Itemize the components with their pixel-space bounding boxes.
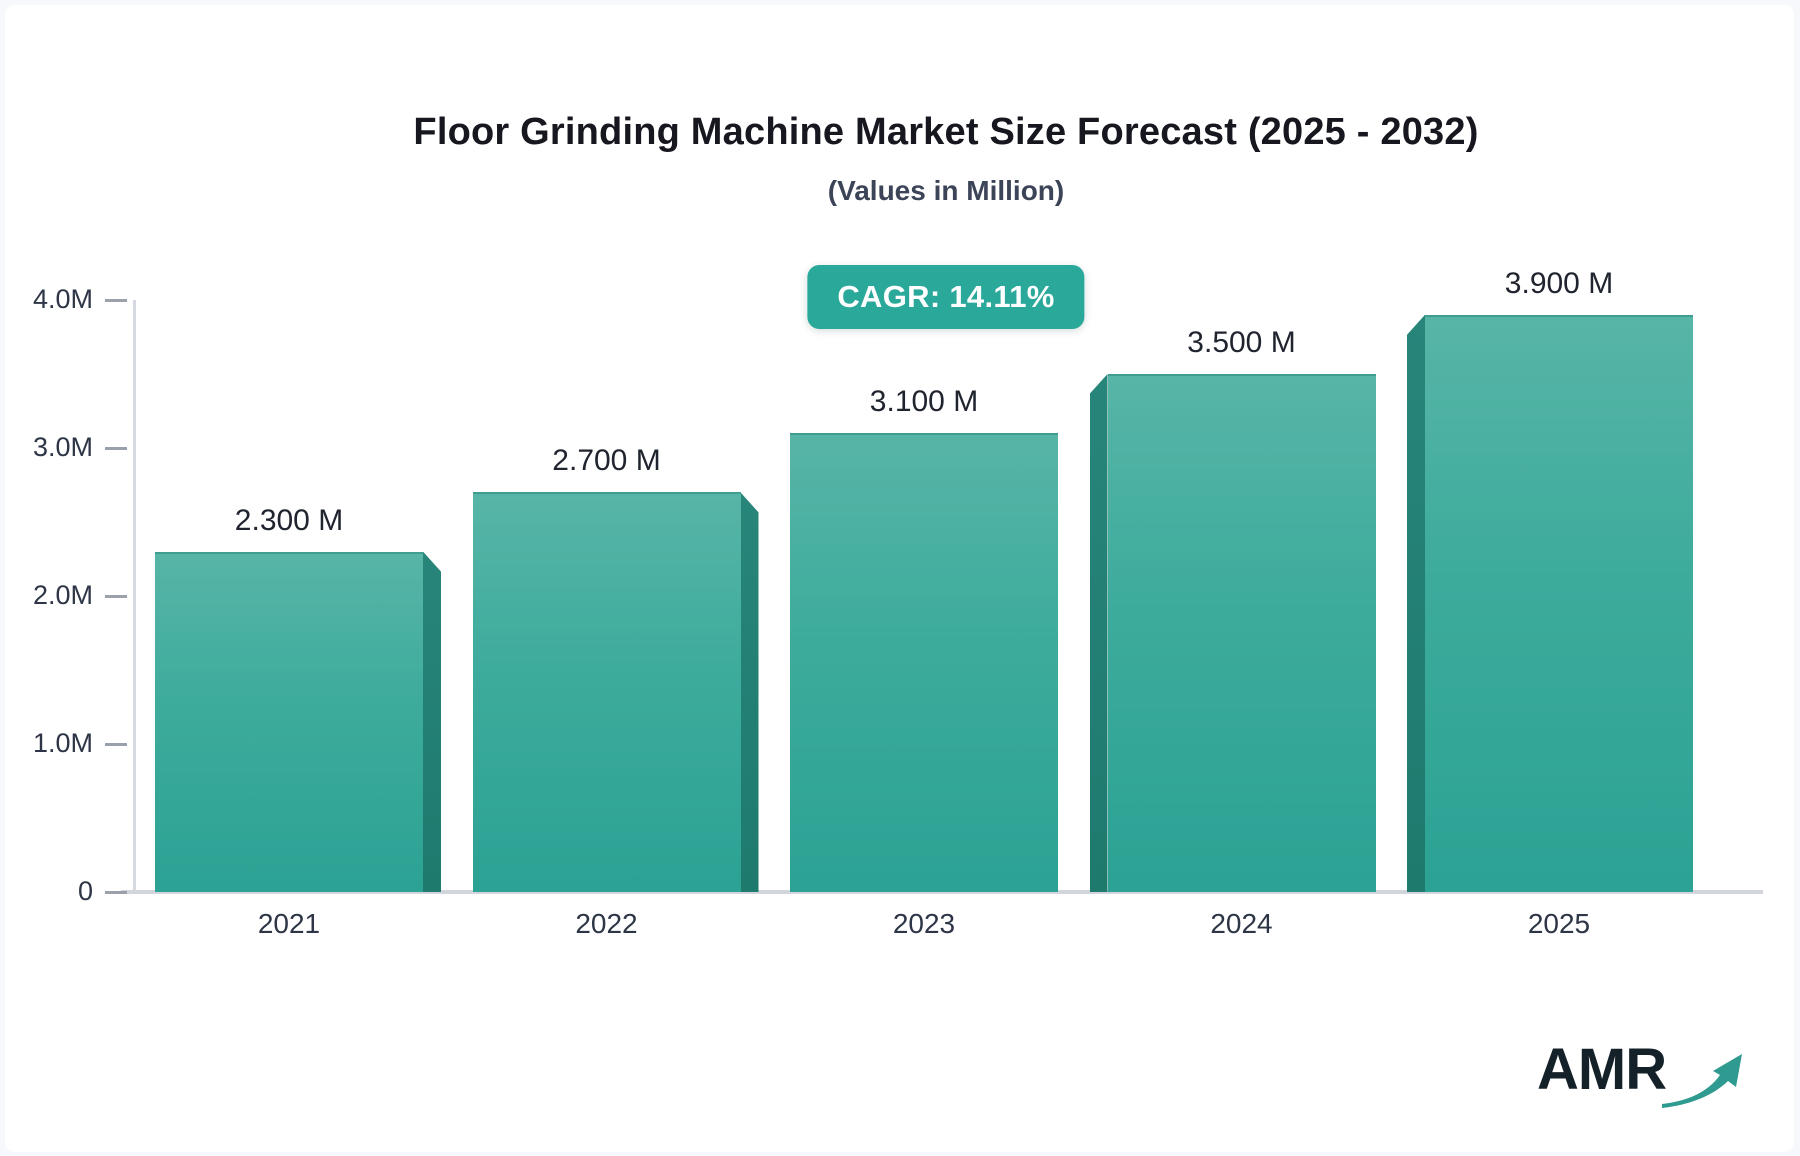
- amr-logo: AMR: [1537, 1041, 1752, 1111]
- y-tick-label: 4.0M: [32, 284, 93, 314]
- bar-side-2024: [1089, 374, 1108, 892]
- bar-side-2021: [423, 551, 441, 892]
- bar-value-label-2021: 2.300 M: [234, 503, 344, 537]
- bar-value-label-2025: 3.900 M: [1504, 266, 1614, 300]
- x-axis-label-2024: 2024: [1210, 908, 1273, 939]
- y-tick-label: 2.0M: [32, 580, 93, 610]
- y-tick-dash: [105, 447, 127, 450]
- bar-value-label-2024: 3.500 M: [1187, 326, 1296, 359]
- y-tick-dash: [105, 595, 127, 598]
- y-tick-label: 1.0M: [32, 728, 93, 758]
- bar-2023: [790, 433, 1058, 892]
- chart-title: Floor Grinding Machine Market Size Forec…: [413, 111, 1479, 153]
- bar-2025: [1425, 314, 1693, 892]
- x-axis-label-2023: 2023: [892, 908, 956, 939]
- y-tick-label: 0: [77, 876, 93, 906]
- bar-2024: [1107, 374, 1376, 892]
- y-tick-dash: [105, 743, 127, 746]
- x-axis-label-2025: 2025: [1527, 908, 1591, 939]
- x-axis-label-2021: 2021: [257, 908, 321, 939]
- amr-logo-text: AMR: [1537, 1037, 1667, 1102]
- chart-card: Floor Grinding Machine Market Size Forec…: [5, 5, 1794, 1152]
- bar-value-label-2022: 2.700 M: [552, 444, 661, 478]
- bar-value-label-2023: 3.100 M: [869, 385, 979, 419]
- y-tick-dash: [105, 891, 127, 894]
- x-axis-label-2022: 2022: [575, 908, 638, 939]
- x-axis-line: [121, 890, 1763, 894]
- y-tick-label: 3.0M: [32, 432, 93, 462]
- y-axis-line: [133, 300, 136, 892]
- cagr-badge: CAGR: 14.11%: [807, 265, 1085, 329]
- bar-2021: [155, 551, 423, 892]
- bar-side-2022: [740, 492, 759, 892]
- bar-side-2025: [1407, 314, 1425, 892]
- chart-subtitle: (Values in Million): [827, 175, 1065, 206]
- growth-arrow-icon: [1662, 1054, 1743, 1108]
- bar-2022: [472, 492, 741, 892]
- y-tick-dash: [105, 299, 127, 302]
